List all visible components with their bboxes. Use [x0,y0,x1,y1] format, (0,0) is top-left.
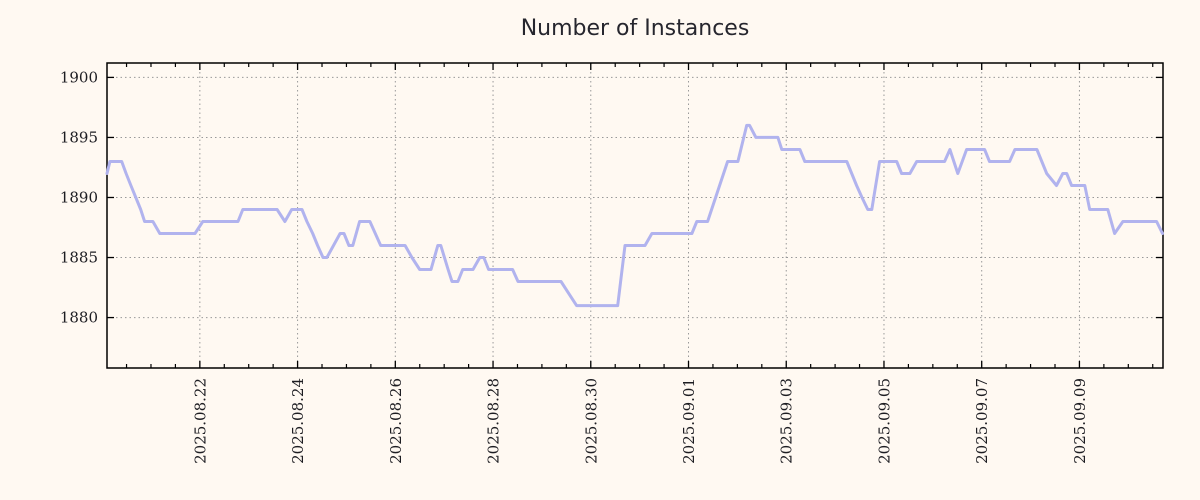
y-tick-label: 1895 [60,128,98,146]
y-tick-label: 1885 [60,249,98,267]
x-tick-label: 2025.09.05 [875,378,893,464]
chart-title: Number of Instances [520,16,750,41]
series-line-instances [105,123,1164,308]
x-tick-label: 2025.08.22 [191,378,209,464]
x-tick-label: 2025.09.01 [680,378,698,464]
x-tick-label: 2025.08.24 [289,378,307,464]
y-tick-label: 1900 [60,68,98,86]
x-tick-label: 2025.08.28 [485,378,503,464]
plot-border [106,62,1164,369]
y-tick-label: 1880 [60,309,98,327]
x-tick-label: 2025.08.26 [387,378,405,464]
y-tick-label: 1890 [60,188,98,206]
x-tick-label: 2025.09.09 [1071,378,1089,464]
x-tick-label: 2025.09.07 [973,378,991,464]
x-tick-label: 2025.09.03 [778,378,796,464]
x-tick-label: 2025.08.30 [582,378,600,464]
